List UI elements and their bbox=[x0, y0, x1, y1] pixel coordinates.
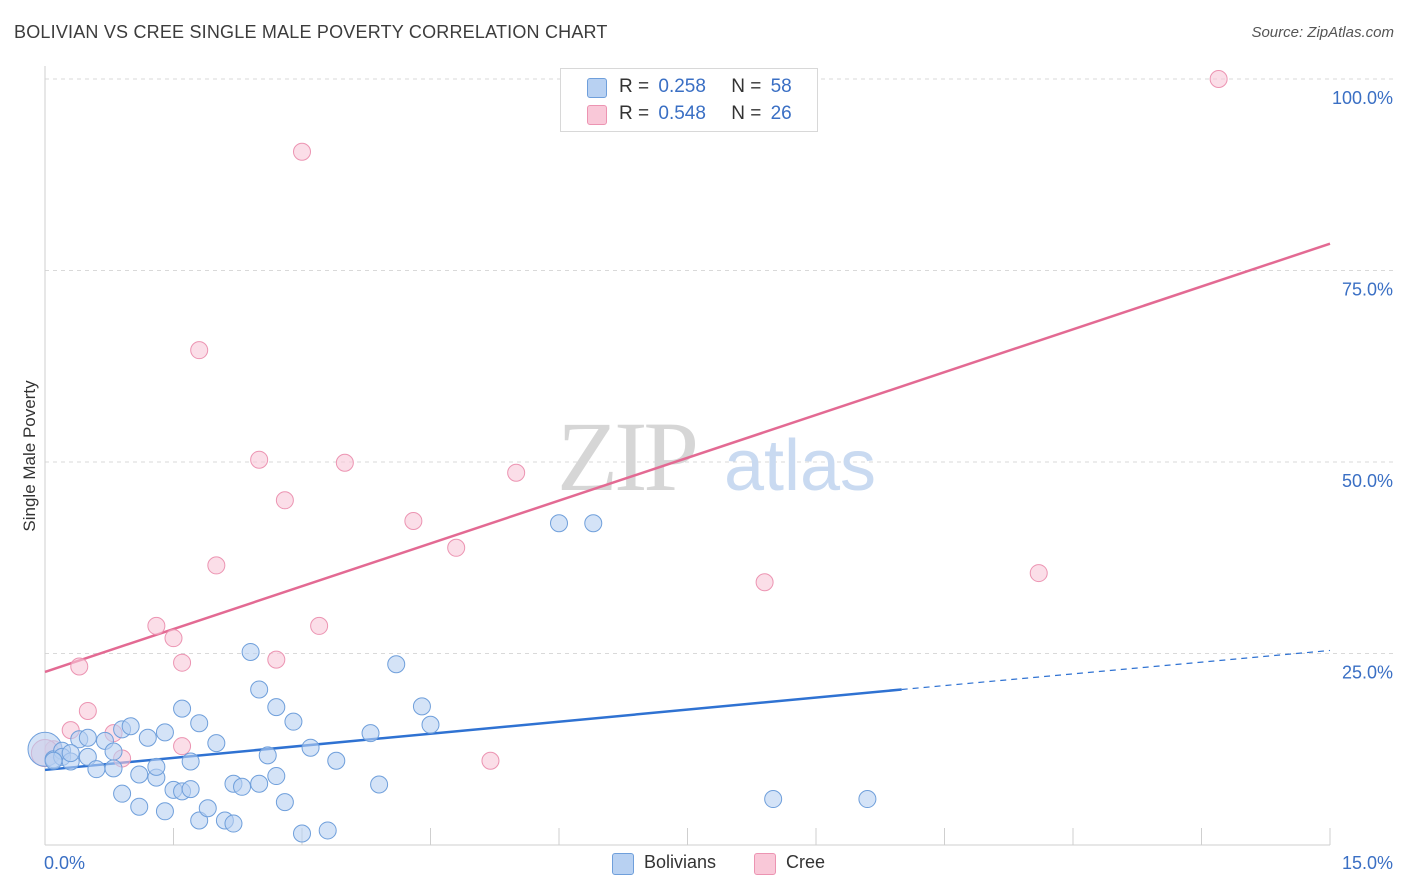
cree-point bbox=[404, 511, 423, 530]
y-tick-label: 50.0% bbox=[1342, 471, 1393, 491]
blue-swatch-icon bbox=[587, 78, 607, 98]
bolivians-point bbox=[87, 760, 106, 779]
bolivians-point bbox=[173, 699, 192, 718]
bolivians-point bbox=[104, 759, 123, 778]
bolivians-point bbox=[224, 814, 243, 833]
cree-point bbox=[507, 463, 526, 482]
bolivians-point bbox=[190, 714, 209, 733]
bolivians-point bbox=[121, 717, 140, 736]
n-value: 26 bbox=[770, 103, 792, 124]
grid-lines bbox=[45, 78, 1395, 654]
bolivians-point bbox=[550, 514, 568, 533]
bolivians-point bbox=[207, 734, 226, 753]
bolivians-point bbox=[155, 802, 174, 821]
bolivians-point bbox=[104, 742, 123, 761]
bolivians-point bbox=[233, 777, 252, 796]
bolivians-point bbox=[250, 774, 269, 793]
cree-point bbox=[267, 650, 286, 669]
blue-swatch-icon bbox=[612, 853, 634, 875]
bolivians-point bbox=[130, 765, 149, 784]
r-label: R = bbox=[619, 103, 650, 124]
bolivians-point bbox=[113, 784, 132, 803]
cree-point bbox=[190, 341, 209, 360]
chart-title: BOLIVIAN VS CREE SINGLE MALE POVERTY COR… bbox=[14, 22, 608, 42]
r-value: 0.548 bbox=[658, 103, 706, 124]
bolivians-point bbox=[858, 790, 877, 809]
cree-point bbox=[447, 538, 466, 557]
bolivians-point bbox=[584, 514, 603, 533]
watermark: ZIP atlas bbox=[557, 401, 876, 512]
bolivians-point bbox=[78, 747, 97, 766]
axes bbox=[44, 66, 1331, 846]
cree-point bbox=[173, 653, 192, 672]
bolivians-point bbox=[301, 738, 320, 757]
n-label: N = bbox=[731, 103, 762, 124]
cree-point bbox=[310, 616, 329, 635]
bolivians-point bbox=[181, 752, 200, 771]
bolivians-point bbox=[198, 799, 217, 818]
cree-point bbox=[481, 751, 500, 770]
bolivians-point bbox=[267, 767, 286, 786]
watermark-atlas: atlas bbox=[724, 426, 876, 506]
y-tick-label: 100.0% bbox=[1332, 88, 1393, 108]
bolivians-point bbox=[190, 811, 209, 830]
bolivians-point bbox=[275, 793, 294, 812]
pink-swatch-icon bbox=[754, 853, 776, 875]
bolivians-point bbox=[181, 780, 200, 799]
correlation-legend: R = 0.258 N = 58 R = 0.548 N = 26 bbox=[560, 68, 818, 132]
bolivians-point bbox=[387, 655, 406, 674]
r-label: R = bbox=[619, 76, 650, 97]
cree-point bbox=[250, 450, 269, 469]
bolivians-point bbox=[293, 824, 311, 843]
bolivians-point bbox=[764, 790, 783, 809]
cree-trend-line bbox=[44, 242, 1331, 674]
bolivians-trend-extension bbox=[901, 649, 1331, 691]
bolivians-point bbox=[250, 680, 269, 699]
y-tick-label: 25.0% bbox=[1342, 663, 1393, 683]
bolivians-point bbox=[421, 715, 440, 734]
bolivians-point bbox=[318, 821, 337, 840]
n-value: 58 bbox=[770, 76, 792, 97]
x-max-label: 15.0% bbox=[1342, 853, 1393, 873]
cree-point bbox=[70, 657, 89, 676]
cree-point bbox=[173, 737, 192, 756]
cree-point bbox=[207, 556, 226, 575]
source-label: Source: ZipAtlas.com bbox=[1251, 24, 1394, 41]
cree-point bbox=[755, 573, 774, 592]
r-value: 0.258 bbox=[658, 76, 706, 97]
y-tick-label: 75.0% bbox=[1342, 280, 1393, 300]
cree-point bbox=[293, 142, 311, 161]
bolivians-point bbox=[147, 757, 166, 776]
bolivians-point bbox=[258, 746, 277, 765]
bolivians-point bbox=[138, 728, 157, 747]
legend-label-cree: Cree bbox=[786, 852, 826, 872]
bolivians-point bbox=[361, 724, 380, 743]
n-label: N = bbox=[731, 76, 762, 97]
cree-point bbox=[275, 491, 294, 510]
x-min-label: 0.0% bbox=[44, 853, 85, 873]
cree-point bbox=[147, 616, 166, 635]
pink-swatch-icon bbox=[587, 105, 607, 125]
bolivians-point bbox=[44, 751, 63, 770]
data-points bbox=[27, 70, 1228, 843]
bolivians-point bbox=[155, 723, 174, 742]
bolivians-point bbox=[370, 775, 389, 794]
legend-label-bolivians: Bolivians bbox=[644, 852, 717, 872]
cree-point bbox=[1029, 564, 1048, 583]
bolivians-point bbox=[78, 728, 97, 747]
bolivians-point bbox=[130, 797, 149, 816]
bolivians-point bbox=[327, 751, 346, 770]
cree-point bbox=[164, 629, 183, 648]
bolivians-point bbox=[267, 698, 286, 717]
bolivians-point bbox=[61, 744, 80, 763]
bolivians-point bbox=[241, 642, 260, 661]
cree-point bbox=[78, 701, 97, 720]
cree-point bbox=[335, 453, 354, 472]
bolivians-point bbox=[412, 697, 431, 716]
bolivians-point bbox=[284, 712, 303, 731]
tick-labels: 100.0% 75.0% 50.0% 25.0% 0.0% 15.0% bbox=[44, 88, 1393, 873]
cree-point bbox=[1209, 70, 1228, 88]
